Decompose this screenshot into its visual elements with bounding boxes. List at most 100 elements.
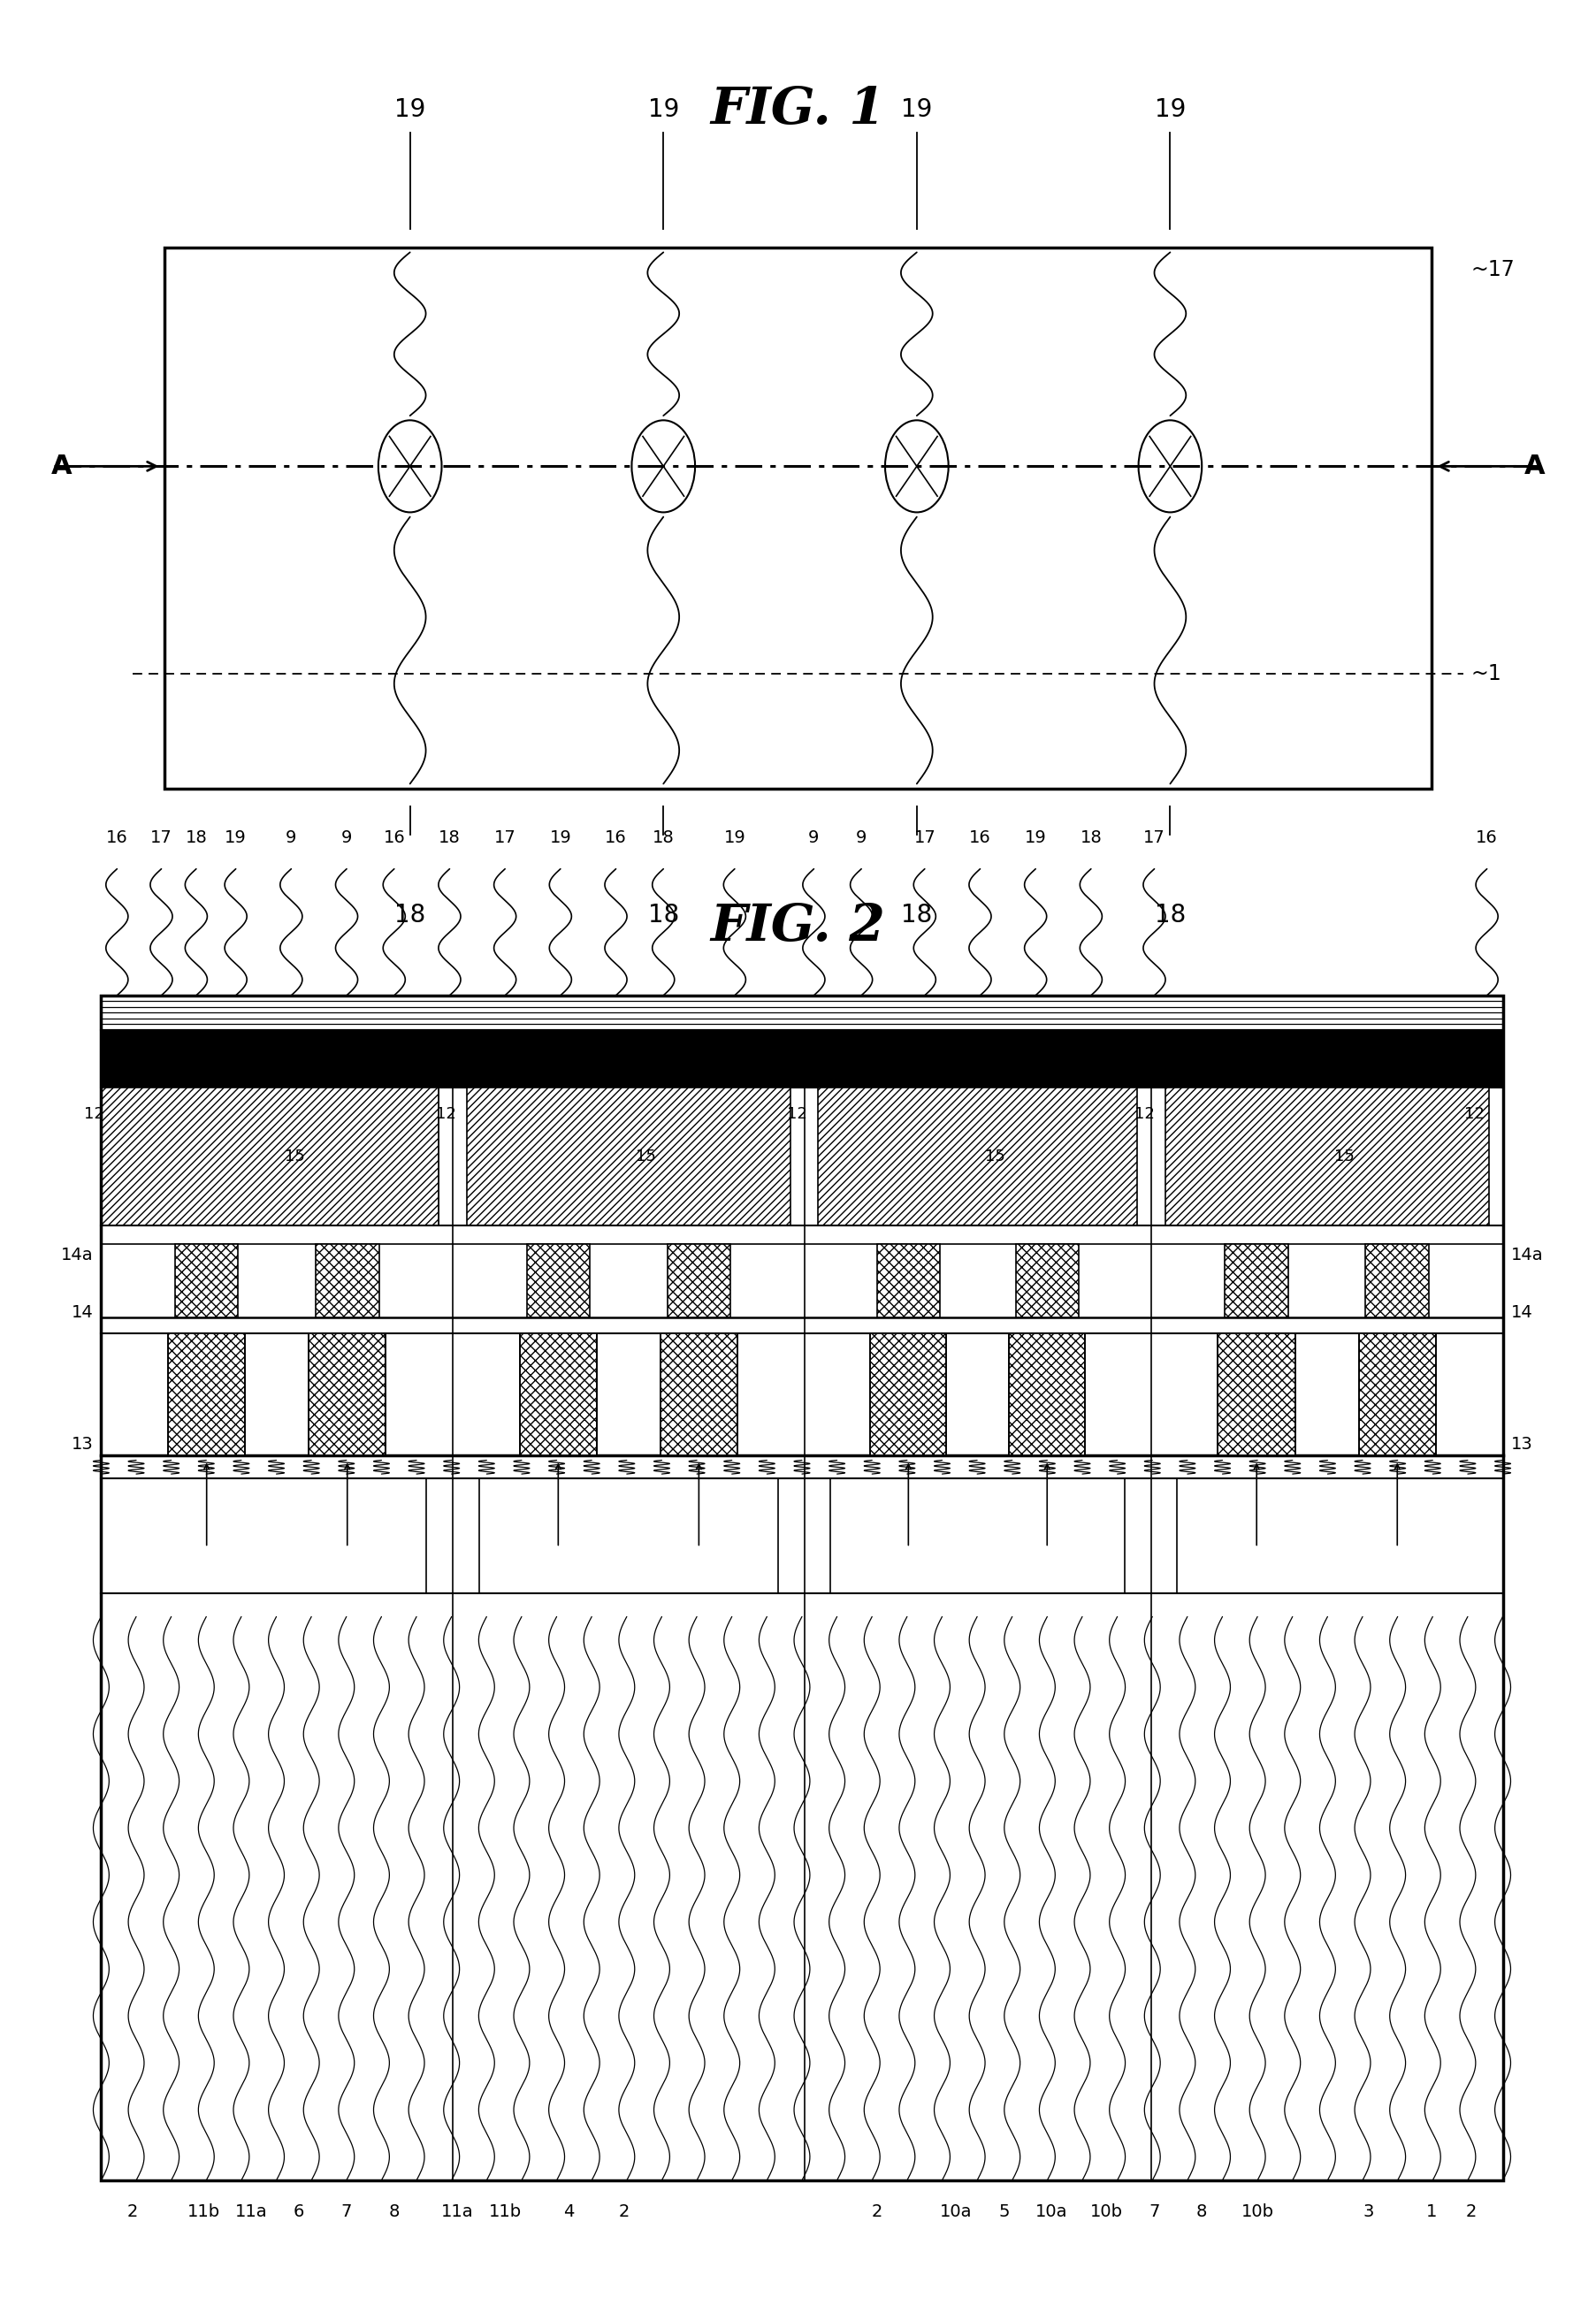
Text: 12: 12 <box>436 1106 456 1122</box>
Text: 16: 16 <box>1476 828 1499 847</box>
Text: 10a: 10a <box>1036 2204 1068 2220</box>
Text: 17: 17 <box>495 828 516 847</box>
Text: ~17: ~17 <box>1472 259 1515 280</box>
Text: 5: 5 <box>999 2204 1009 2220</box>
Text: 18: 18 <box>648 902 678 928</box>
Text: 13: 13 <box>72 1436 93 1453</box>
Bar <box>101 995 1503 2181</box>
Text: 11a: 11a <box>442 2204 474 2220</box>
Text: 19: 19 <box>394 97 426 123</box>
Text: 10a: 10a <box>940 2204 972 2220</box>
Text: 15: 15 <box>985 1150 1005 1163</box>
Text: 18: 18 <box>185 828 207 847</box>
Bar <box>1226 1244 1288 1318</box>
Text: A: A <box>51 453 72 479</box>
Bar <box>1125 1478 1178 1594</box>
Text: 18: 18 <box>439 828 461 847</box>
Bar <box>777 1478 830 1594</box>
Text: 8: 8 <box>1197 2204 1207 2220</box>
Text: 9: 9 <box>286 828 297 847</box>
Text: 9: 9 <box>342 828 353 847</box>
Text: 19: 19 <box>225 828 247 847</box>
Text: 9: 9 <box>855 828 867 847</box>
Text: 17: 17 <box>1143 828 1165 847</box>
Text: 2: 2 <box>618 2204 629 2220</box>
Text: 9: 9 <box>808 828 819 847</box>
Bar <box>168 1335 246 1455</box>
Text: 3: 3 <box>1363 2204 1374 2220</box>
Bar <box>1017 1244 1079 1318</box>
Text: 15: 15 <box>637 1150 656 1163</box>
Bar <box>878 1244 940 1318</box>
Text: 10b: 10b <box>1090 2204 1124 2220</box>
Text: 17: 17 <box>915 828 935 847</box>
Text: 18: 18 <box>902 902 932 928</box>
Text: 19: 19 <box>549 828 571 847</box>
Text: 2: 2 <box>871 2204 883 2220</box>
Text: 10b: 10b <box>1242 2204 1274 2220</box>
Text: 14: 14 <box>72 1305 93 1321</box>
Text: 18: 18 <box>653 828 675 847</box>
Text: 16: 16 <box>105 828 128 847</box>
Bar <box>1009 1335 1085 1455</box>
Text: 14a: 14a <box>61 1247 93 1263</box>
Bar <box>164 247 1432 789</box>
Text: 16: 16 <box>383 828 405 847</box>
Text: 13: 13 <box>1511 1436 1532 1453</box>
Text: 19: 19 <box>902 97 932 123</box>
Bar <box>1165 1087 1489 1226</box>
Text: 18: 18 <box>1080 828 1101 847</box>
Text: 14: 14 <box>1511 1305 1532 1321</box>
Bar <box>316 1244 378 1318</box>
Text: 12: 12 <box>1465 1106 1484 1122</box>
Bar <box>1366 1244 1428 1318</box>
Bar <box>426 1478 479 1594</box>
Text: 4: 4 <box>563 2204 575 2220</box>
Text: 15: 15 <box>1334 1150 1355 1163</box>
Bar <box>661 1335 737 1455</box>
Text: 12: 12 <box>85 1106 104 1122</box>
Text: 19: 19 <box>1154 97 1186 123</box>
Text: 18: 18 <box>394 902 426 928</box>
Bar <box>466 1087 790 1226</box>
Text: 11b: 11b <box>488 2204 522 2220</box>
Text: 2: 2 <box>1465 2204 1476 2220</box>
Bar <box>667 1244 731 1318</box>
Bar <box>308 1335 386 1455</box>
Text: 8: 8 <box>389 2204 399 2220</box>
Bar <box>101 995 1503 1029</box>
Bar <box>101 995 1503 2181</box>
Bar <box>101 1029 1503 1087</box>
Bar <box>870 1335 946 1455</box>
Text: 19: 19 <box>648 97 678 123</box>
Bar <box>819 1087 1138 1226</box>
Text: FIG. 1: FIG. 1 <box>710 86 886 134</box>
Text: 2: 2 <box>128 2204 139 2220</box>
Bar <box>520 1335 597 1455</box>
Bar <box>527 1244 591 1318</box>
Text: 18: 18 <box>1154 902 1186 928</box>
Bar <box>1218 1335 1296 1455</box>
Text: 7: 7 <box>1149 2204 1160 2220</box>
Bar <box>115 1087 439 1226</box>
Text: 14a: 14a <box>1511 1247 1543 1263</box>
Text: 6: 6 <box>294 2204 305 2220</box>
Text: 19: 19 <box>1025 828 1047 847</box>
Text: ~1: ~1 <box>1472 664 1502 685</box>
Text: 11a: 11a <box>236 2204 268 2220</box>
Text: 19: 19 <box>723 828 745 847</box>
Text: 15: 15 <box>284 1150 305 1163</box>
Text: 7: 7 <box>342 2204 353 2220</box>
Bar <box>101 1087 439 1226</box>
Text: 1: 1 <box>1425 2204 1436 2220</box>
Text: A: A <box>1524 453 1545 479</box>
Text: 12: 12 <box>1135 1106 1154 1122</box>
Bar <box>1358 1335 1436 1455</box>
Text: 16: 16 <box>969 828 991 847</box>
Bar <box>176 1244 238 1318</box>
Text: 16: 16 <box>605 828 627 847</box>
Text: FIG. 2: FIG. 2 <box>710 902 886 951</box>
Text: 11b: 11b <box>188 2204 220 2220</box>
Text: 17: 17 <box>150 828 172 847</box>
Text: 12: 12 <box>787 1106 808 1122</box>
